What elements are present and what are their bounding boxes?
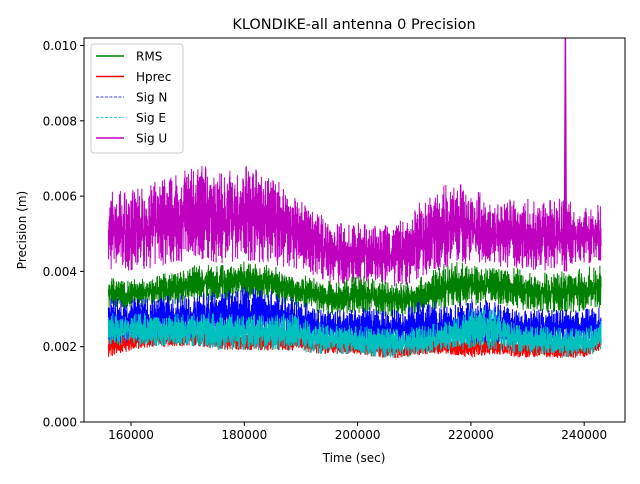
legend-label: Sig E [136,111,166,125]
y-tick-label: 0.006 [43,190,77,204]
x-tick-label: 200000 [335,428,381,442]
x-tick-label: 160000 [108,428,154,442]
legend-label: RMS [136,50,162,64]
y-tick-label: 0.008 [43,114,77,128]
y-tick-label: 0.002 [43,340,77,354]
series-sig-e [107,307,602,358]
x-tick-label: 180000 [221,428,267,442]
x-axis: 160000 180000 200000 220000 240000 [108,422,607,442]
y-tick-label: 0.004 [43,265,77,279]
legend-label: Sig U [136,132,167,146]
legend: RMS Hprec Sig N Sig E Sig U [90,43,184,154]
series-sig-n [107,286,602,350]
plot-area [107,37,602,359]
y-axis: 0.000 0.002 0.004 0.006 0.008 0.010 [43,39,84,430]
legend-label: Sig N [136,91,167,105]
x-axis-label: Time (sec) [322,451,386,465]
chart-title: KLONDIKE-all antenna 0 Precision [232,17,475,33]
y-tick-label: 0.000 [43,416,77,430]
axes-frame [83,37,626,423]
x-tick-label: 220000 [448,428,494,442]
series-rms [107,261,602,317]
series-sig-u [107,165,602,287]
x-tick-label: 240000 [561,428,607,442]
y-tick-label: 0.010 [43,39,77,53]
legend-label: Hprec [136,70,171,84]
y-axis-label: Precision (m) [15,191,29,269]
legend-box [90,43,184,154]
